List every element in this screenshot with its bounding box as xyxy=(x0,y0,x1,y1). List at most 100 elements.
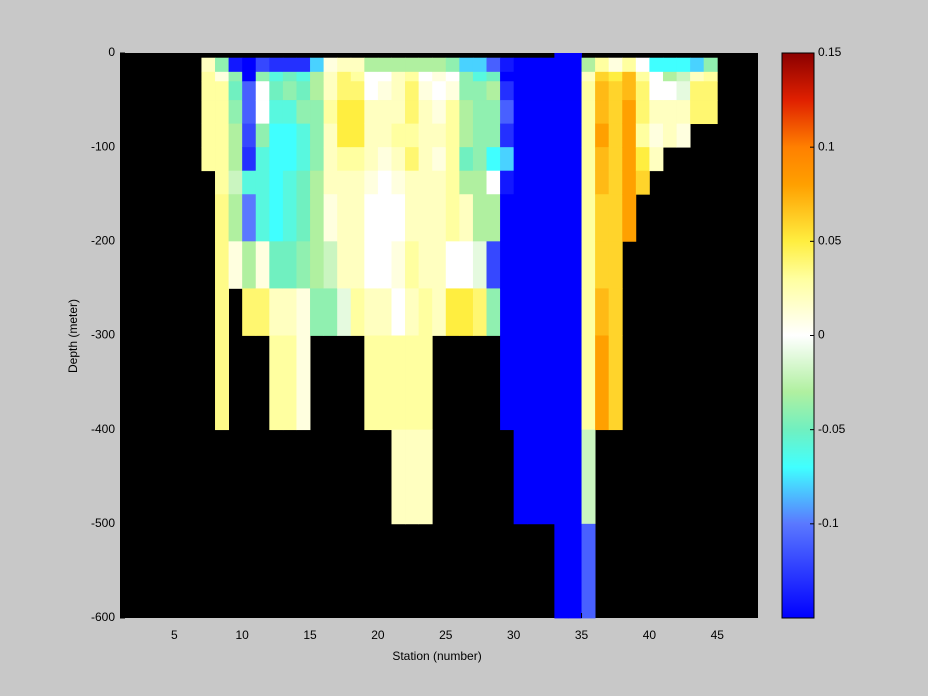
heatmap-cell xyxy=(405,429,420,525)
heatmap-cell xyxy=(581,170,596,195)
heatmap-cell xyxy=(486,100,501,125)
heatmap-cell xyxy=(418,81,433,101)
heatmap-cell xyxy=(323,170,338,195)
heatmap-cell xyxy=(676,100,691,125)
heatmap-cell xyxy=(391,429,406,525)
heatmap-cell xyxy=(323,147,338,172)
heatmap-cell xyxy=(310,241,325,289)
heatmap-cell xyxy=(391,147,406,172)
heatmap-cell xyxy=(649,57,664,73)
y-tick-label: -100 xyxy=(91,139,115,153)
heatmap-cell xyxy=(445,57,460,73)
heatmap-cell xyxy=(472,241,487,289)
heatmap-cell xyxy=(242,57,257,73)
colorbar-tick-label: -0.1 xyxy=(818,516,839,530)
heatmap-cell xyxy=(608,288,623,336)
heatmap-cell xyxy=(527,429,542,525)
heatmap-cell xyxy=(242,288,257,336)
heatmap-cell xyxy=(635,147,650,172)
heatmap-cell xyxy=(500,147,515,172)
heatmap-cell xyxy=(567,81,582,101)
heatmap-cell xyxy=(282,100,297,125)
heatmap-cell xyxy=(595,123,610,148)
heatmap-cell xyxy=(445,147,460,172)
heatmap-cell xyxy=(255,288,270,336)
heatmap-cell xyxy=(405,71,420,82)
heatmap-cell xyxy=(690,71,705,82)
heatmap-cell xyxy=(676,81,691,101)
heatmap-cell xyxy=(486,170,501,195)
heatmap-cell xyxy=(459,123,474,148)
colorbar-tick-label: -0.05 xyxy=(818,422,846,436)
heatmap-cell xyxy=(472,288,487,336)
heatmap-cell xyxy=(432,288,447,336)
heatmap-cell xyxy=(554,170,569,195)
heatmap-cell xyxy=(581,71,596,82)
heatmap-cell xyxy=(459,100,474,125)
heatmap-cell xyxy=(255,57,270,73)
heatmap-cell xyxy=(215,123,229,148)
heatmap-cell xyxy=(242,194,257,242)
heatmap-cell xyxy=(418,335,433,431)
heatmap-cell xyxy=(554,429,569,525)
heatmap-cell xyxy=(364,288,379,336)
heatmap-cell xyxy=(337,241,352,289)
x-tick-label: 20 xyxy=(371,628,385,642)
heatmap-cell xyxy=(350,241,365,289)
heatmap-cell xyxy=(350,288,365,336)
heatmap-cell xyxy=(581,241,596,289)
heatmap-cell xyxy=(269,57,284,73)
heatmap-cell xyxy=(377,123,392,148)
heatmap-cell xyxy=(282,335,297,431)
heatmap-cell xyxy=(540,71,555,82)
heatmap-cell xyxy=(445,194,460,242)
heatmap-cell xyxy=(255,147,270,172)
heatmap-cell xyxy=(405,241,420,289)
heatmap-cell xyxy=(486,241,501,289)
heatmap-cell xyxy=(255,241,270,289)
heatmap-cell xyxy=(418,123,433,148)
heatmap-cell xyxy=(242,100,257,125)
heatmap-cell xyxy=(459,241,474,289)
heatmap-cell xyxy=(364,123,379,148)
heatmap-cell xyxy=(228,147,243,172)
heatmap-cell xyxy=(215,81,229,101)
x-tick-label: 15 xyxy=(303,628,317,642)
heatmap-cell xyxy=(215,100,229,125)
heatmap-cell xyxy=(364,241,379,289)
heatmap-cell xyxy=(608,57,623,73)
heatmap-cell xyxy=(269,81,284,101)
heatmap-cell xyxy=(554,123,569,148)
heatmap-cell xyxy=(350,71,365,82)
heatmap-cell xyxy=(567,57,582,73)
heatmap-cell xyxy=(269,123,284,148)
heatmap-cell xyxy=(432,241,447,289)
heatmap-cell xyxy=(201,123,216,148)
heatmap-cell xyxy=(337,57,352,73)
heatmap-cell xyxy=(540,288,555,336)
heatmap-cell xyxy=(405,100,420,125)
heatmap-cell xyxy=(323,57,338,73)
heatmap-cell xyxy=(527,241,542,289)
y-tick-label: -400 xyxy=(91,422,115,436)
colorbar-tick-label: 0 xyxy=(818,328,825,342)
heatmap-cell xyxy=(418,288,433,336)
y-tick-label: -500 xyxy=(91,516,115,530)
heatmap-cell xyxy=(377,57,392,73)
heatmap-cell xyxy=(201,71,216,82)
heatmap-cell xyxy=(310,100,325,125)
heatmap-cell xyxy=(350,100,365,125)
heatmap-cell xyxy=(703,57,718,73)
heatmap-cell xyxy=(676,123,691,148)
x-axis-label: Station (number) xyxy=(392,649,481,663)
heatmap-cell xyxy=(391,81,406,101)
heatmap-cell xyxy=(350,147,365,172)
heatmap-cell xyxy=(703,81,718,101)
heatmap-cell xyxy=(527,335,542,431)
heatmap-cell xyxy=(310,288,325,336)
heatmap-cell xyxy=(513,71,528,82)
heatmap-cell xyxy=(391,194,406,242)
x-tick-label: 10 xyxy=(235,628,249,642)
heatmap-cell xyxy=(215,147,229,172)
